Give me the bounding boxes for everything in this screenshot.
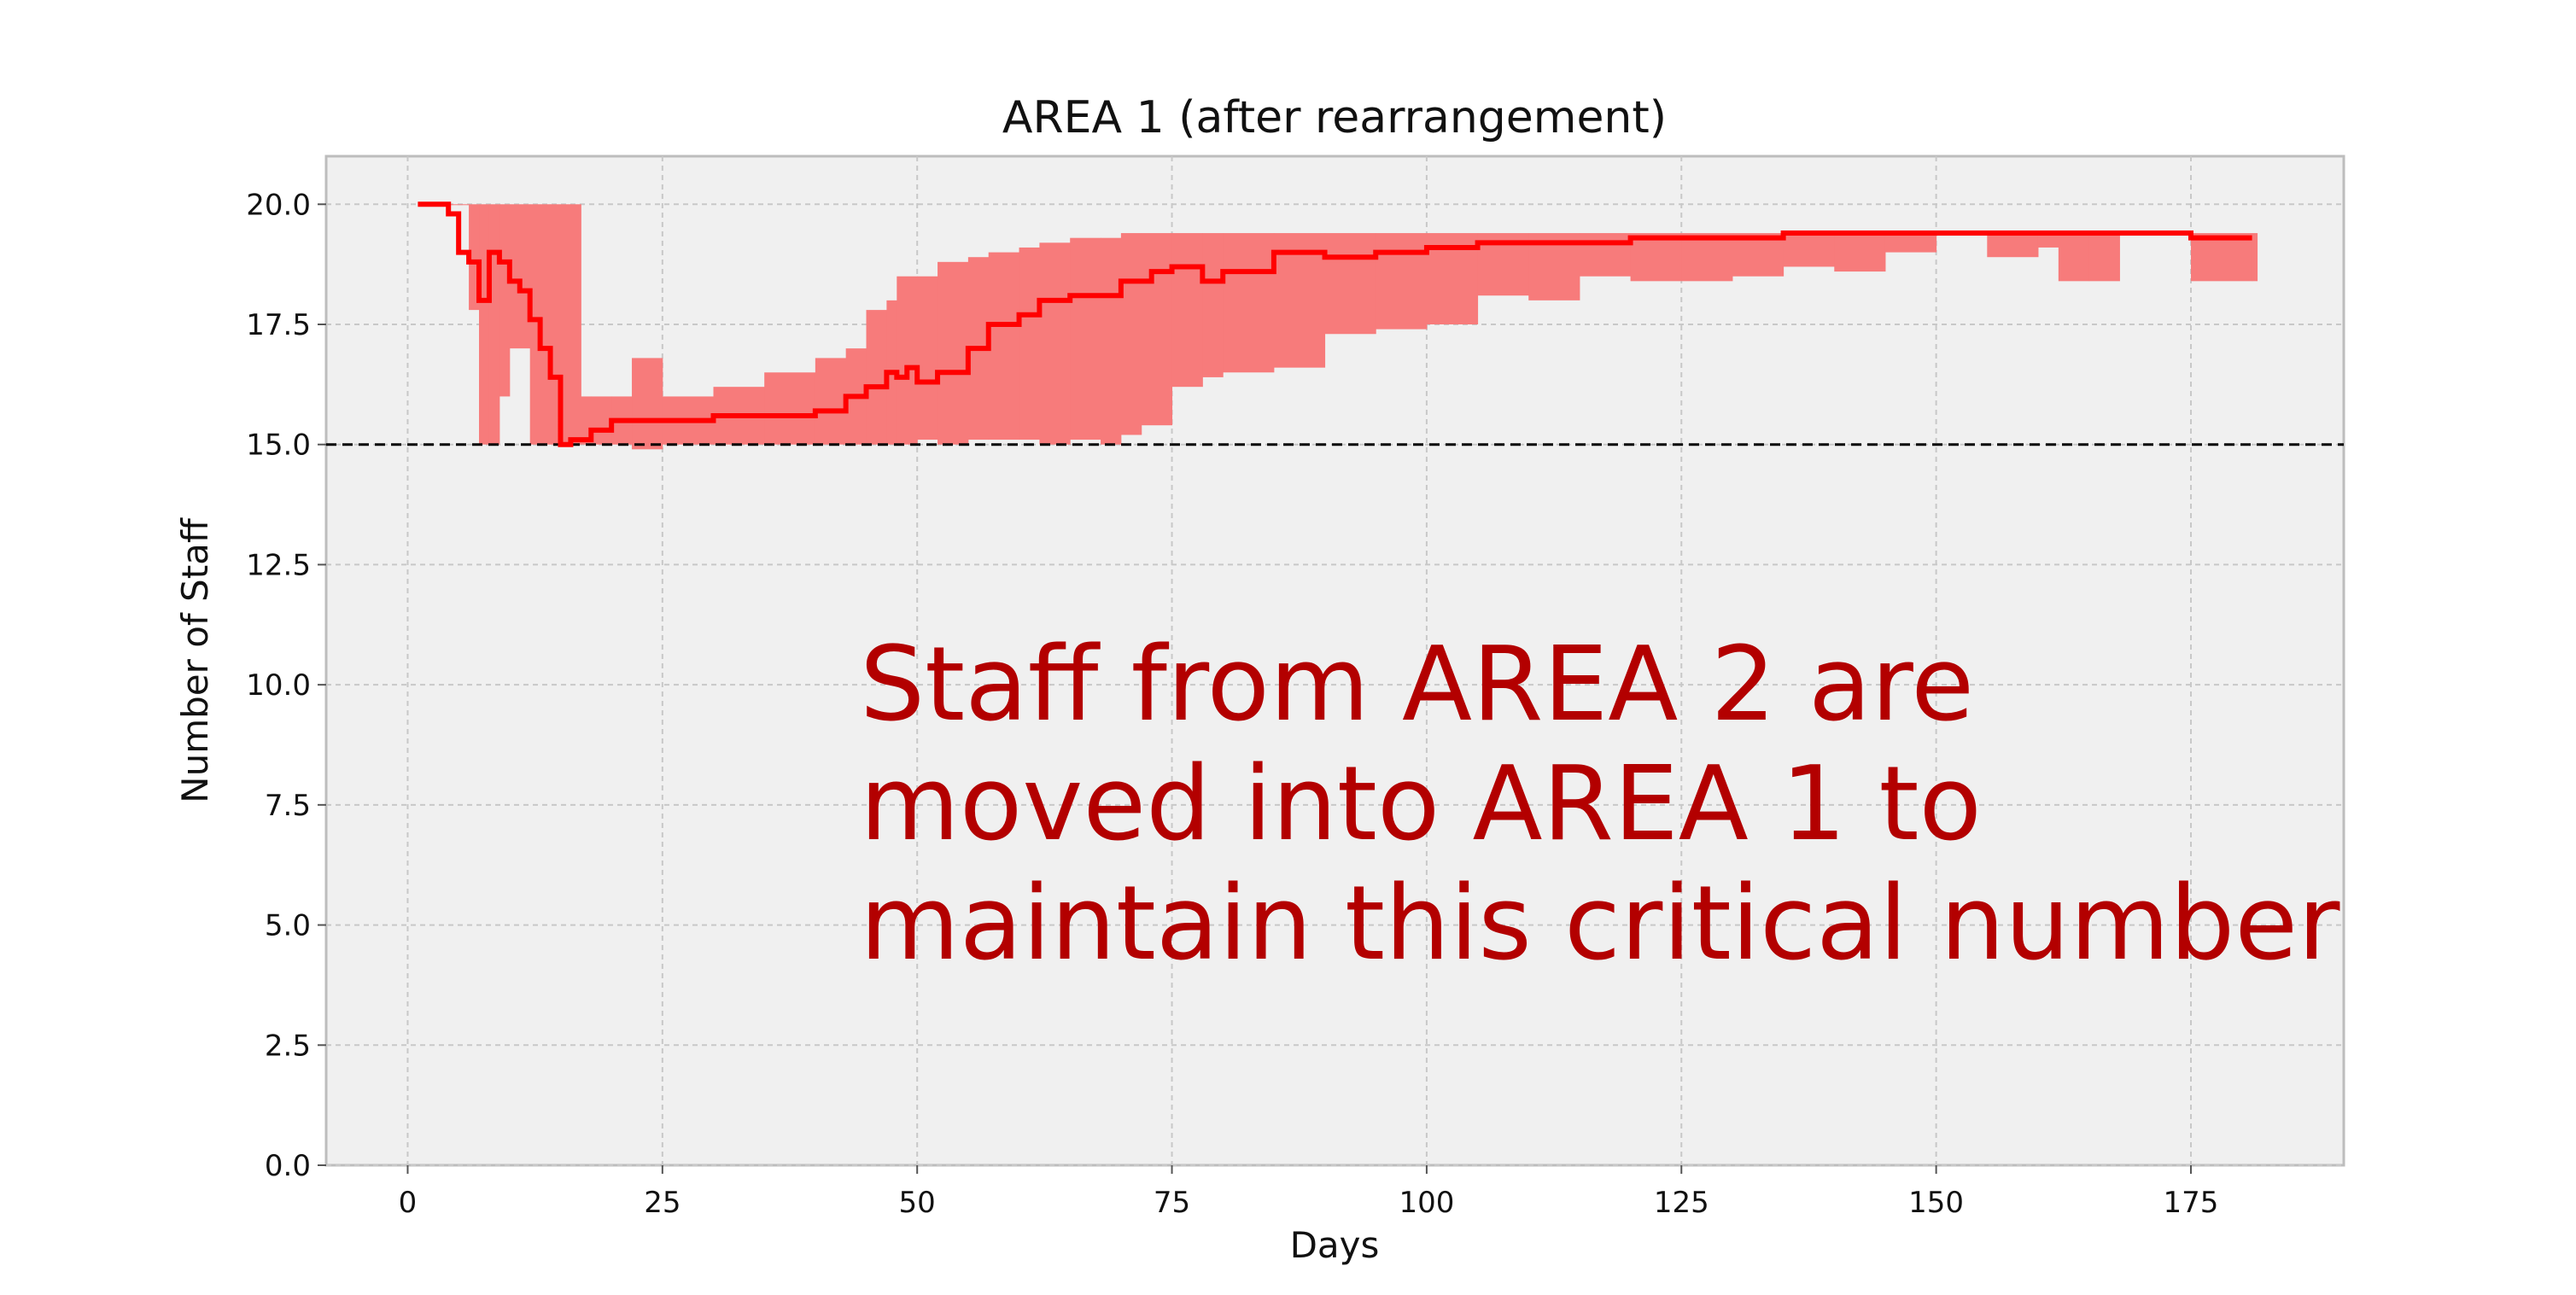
x-tick-label: 150 (1908, 1186, 1964, 1220)
band-segment (1376, 233, 1428, 330)
y-axis-ticks: 0.0 2.5 5.0 7.5 10.0 12.5 15.0 17.5 20.0 (246, 188, 326, 1183)
band-segment (938, 261, 969, 445)
x-tick-label: 100 (1399, 1186, 1454, 1220)
band-segment (917, 276, 938, 440)
x-tick-label: 0 (399, 1186, 418, 1220)
y-tick-label: 5.0 (265, 909, 311, 943)
band-segment (1019, 247, 1040, 440)
x-tick-label: 75 (1154, 1186, 1190, 1220)
band-segment (1202, 233, 1224, 377)
band-segment (2190, 233, 2253, 282)
band-segment (1987, 233, 2039, 258)
annotation-line-1: Staff from AREA 2 are (860, 626, 1974, 744)
y-tick-label: 12.5 (246, 548, 311, 582)
band-segment (1070, 237, 1101, 440)
band-segment (866, 310, 887, 445)
band-segment (815, 358, 847, 445)
x-tick-label: 50 (899, 1186, 936, 1220)
band-segment (1120, 233, 1142, 435)
band-segment (897, 276, 918, 445)
y-tick-label: 20.0 (246, 188, 311, 222)
y-tick-label: 2.5 (265, 1029, 311, 1063)
x-axis-label: Days (1290, 1224, 1380, 1266)
staff-count-line (418, 201, 2252, 447)
x-tick-label: 25 (644, 1186, 681, 1220)
y-tick-label: 17.5 (246, 308, 311, 342)
y-tick-label: 7.5 (265, 789, 311, 823)
band-segment (2252, 233, 2258, 282)
x-tick-label: 175 (2164, 1186, 2219, 1220)
band-segment (1681, 233, 1733, 282)
band-segment (1324, 233, 1376, 335)
x-tick-label: 125 (1654, 1186, 1709, 1220)
band-segment (1171, 233, 1203, 388)
band-segment (2037, 233, 2059, 248)
x-axis-ticks: 0 25 50 75 100 125 150 175 (399, 1165, 2219, 1220)
band-segment (479, 204, 490, 445)
y-tick-label: 15.0 (246, 429, 311, 463)
band-segment (2058, 233, 2090, 282)
band-segment (488, 204, 500, 445)
band-segment (1273, 233, 1326, 368)
band-segment (1223, 233, 1275, 373)
band-segment (1579, 233, 1632, 277)
annotation-line-3: maintain this critical number (860, 865, 2340, 983)
band-segment (591, 396, 612, 445)
y-tick-label: 0.0 (265, 1149, 311, 1183)
band-segment (499, 204, 511, 397)
band-segment (1884, 233, 1937, 253)
chart-title: AREA 1 (after rearrangement) (1002, 92, 1667, 143)
band-segment (570, 204, 581, 445)
band-segment (438, 204, 470, 206)
band-segment (632, 358, 663, 450)
band-segment (764, 372, 816, 445)
y-tick-label: 10.0 (246, 668, 311, 703)
band-segment (1039, 242, 1071, 445)
annotation: Staff from AREA 2 are moved into AREA 1 … (860, 626, 2340, 983)
annotation-line-2: moved into AREA 1 to (860, 745, 1982, 864)
band-segment (1630, 233, 1682, 282)
band-segment (2088, 233, 2120, 282)
band-segment (988, 252, 1020, 440)
band-segment (1141, 233, 1173, 426)
y-axis-label: Number of Staff (174, 517, 216, 803)
band-segment (1834, 233, 1886, 272)
band-segment (1783, 233, 1835, 267)
band-segment (509, 204, 531, 349)
band-segment (1101, 237, 1122, 445)
